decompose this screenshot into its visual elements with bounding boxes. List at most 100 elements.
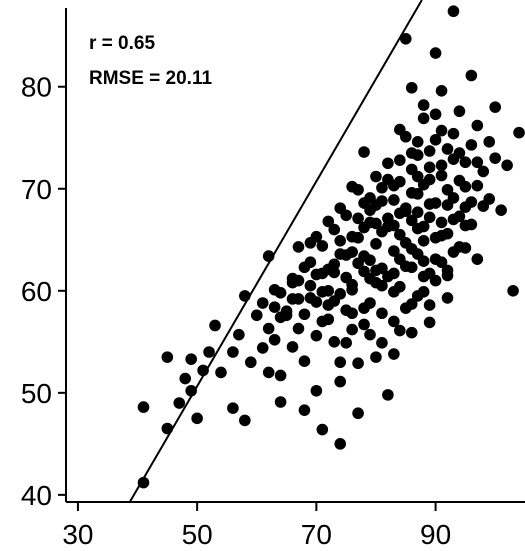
scatter-point (334, 202, 347, 214)
axes (65, 8, 525, 503)
scatter-point (429, 47, 442, 59)
x-ticks: 30 50 70 90 (62, 502, 451, 550)
scatter-point (304, 279, 317, 292)
scatter-point (399, 202, 412, 214)
scatter-point (405, 187, 418, 199)
scatter-point (453, 105, 466, 118)
scatter-point (137, 401, 150, 413)
scatter-point (334, 234, 347, 247)
scatter-point (459, 219, 472, 232)
scatter-point (191, 412, 203, 425)
scatter-point (298, 404, 311, 416)
scatter-point (352, 257, 364, 270)
scatter-point (203, 346, 215, 358)
scatter-point (429, 108, 442, 121)
scatter-point (292, 274, 305, 287)
scatter-point (417, 220, 430, 233)
scatter-point (250, 309, 263, 322)
scatter-point (423, 161, 436, 174)
scatter-point (429, 231, 442, 244)
scatter-point (346, 283, 358, 296)
scatter-point (185, 353, 197, 365)
scatter-point (161, 422, 174, 435)
scatter-point (364, 328, 376, 341)
y-tick-label: 80 (21, 72, 52, 103)
scatter-point (227, 402, 239, 414)
scatter-point (423, 211, 436, 224)
scatter-point (411, 248, 424, 260)
scatter-point (453, 210, 466, 223)
scatter-point (489, 152, 501, 164)
scatter-point (459, 242, 472, 254)
scatter-point (268, 333, 281, 346)
y-tick-label: 60 (21, 276, 52, 307)
identity-line (128, 0, 423, 503)
scatter-point (388, 245, 400, 257)
scatter-point (423, 316, 436, 329)
scatter-point (513, 126, 525, 139)
scatter-point (185, 384, 197, 397)
scatter-point (388, 267, 400, 280)
scatter-point (447, 127, 460, 140)
scatter-point (233, 328, 245, 341)
scatter-point (405, 261, 418, 274)
scatter-point (459, 156, 472, 169)
scatter-point (256, 297, 269, 309)
scatter-point (394, 154, 406, 166)
scatter-point (394, 228, 406, 241)
scatter-point (370, 217, 382, 230)
scatter-point (465, 139, 478, 151)
scatter-point (441, 227, 454, 240)
scatter-point (405, 326, 418, 339)
scatter-point (328, 223, 341, 236)
scatter-point (280, 309, 293, 322)
scatter-point (310, 329, 323, 342)
scatter-point (435, 169, 448, 182)
scatter-point (352, 212, 364, 225)
scatter-point (370, 264, 382, 277)
scatter-point (215, 366, 227, 379)
scatter-point (435, 256, 448, 269)
scatter-point (334, 248, 347, 260)
y-tick-label: 70 (21, 174, 52, 205)
scatter-point (322, 263, 335, 276)
scatter-point (429, 133, 442, 146)
scatter-point (405, 214, 418, 227)
scatter-point (346, 323, 358, 336)
scatter-point (459, 180, 472, 193)
scatter-point (388, 194, 400, 206)
scatter-point (274, 287, 287, 299)
scatter-point (411, 136, 424, 148)
x-tick-label: 90 (420, 519, 451, 550)
scatter-point (453, 147, 466, 159)
scatter-point (316, 286, 329, 298)
scatter-point (388, 219, 400, 232)
scatter-point (382, 157, 394, 170)
scatter-point (173, 397, 186, 409)
scatter-point (346, 230, 358, 243)
scatter-point (465, 69, 478, 82)
scatter-point (352, 407, 364, 420)
scatter-point (316, 315, 329, 328)
scatter-point (239, 414, 251, 427)
scatter-point (358, 197, 370, 209)
scatter-point (298, 308, 311, 321)
scatter-point (501, 159, 513, 172)
scatter-point (423, 299, 436, 311)
scatter-point (507, 284, 519, 297)
scatter-point (137, 476, 150, 489)
scatter-point (262, 322, 275, 335)
scatter-point (382, 389, 394, 401)
scatter-point (447, 192, 460, 204)
scatter-point (477, 200, 490, 212)
scatter-point (405, 81, 418, 94)
scatter-point (346, 180, 358, 193)
scatter-point (209, 319, 221, 332)
scatter-point (376, 181, 388, 194)
scatter-point (376, 307, 388, 320)
scatter-point (471, 156, 484, 169)
r-annotation: r = 0.65 (89, 33, 155, 54)
scatter-point (394, 253, 406, 265)
scatter-point (268, 301, 281, 313)
